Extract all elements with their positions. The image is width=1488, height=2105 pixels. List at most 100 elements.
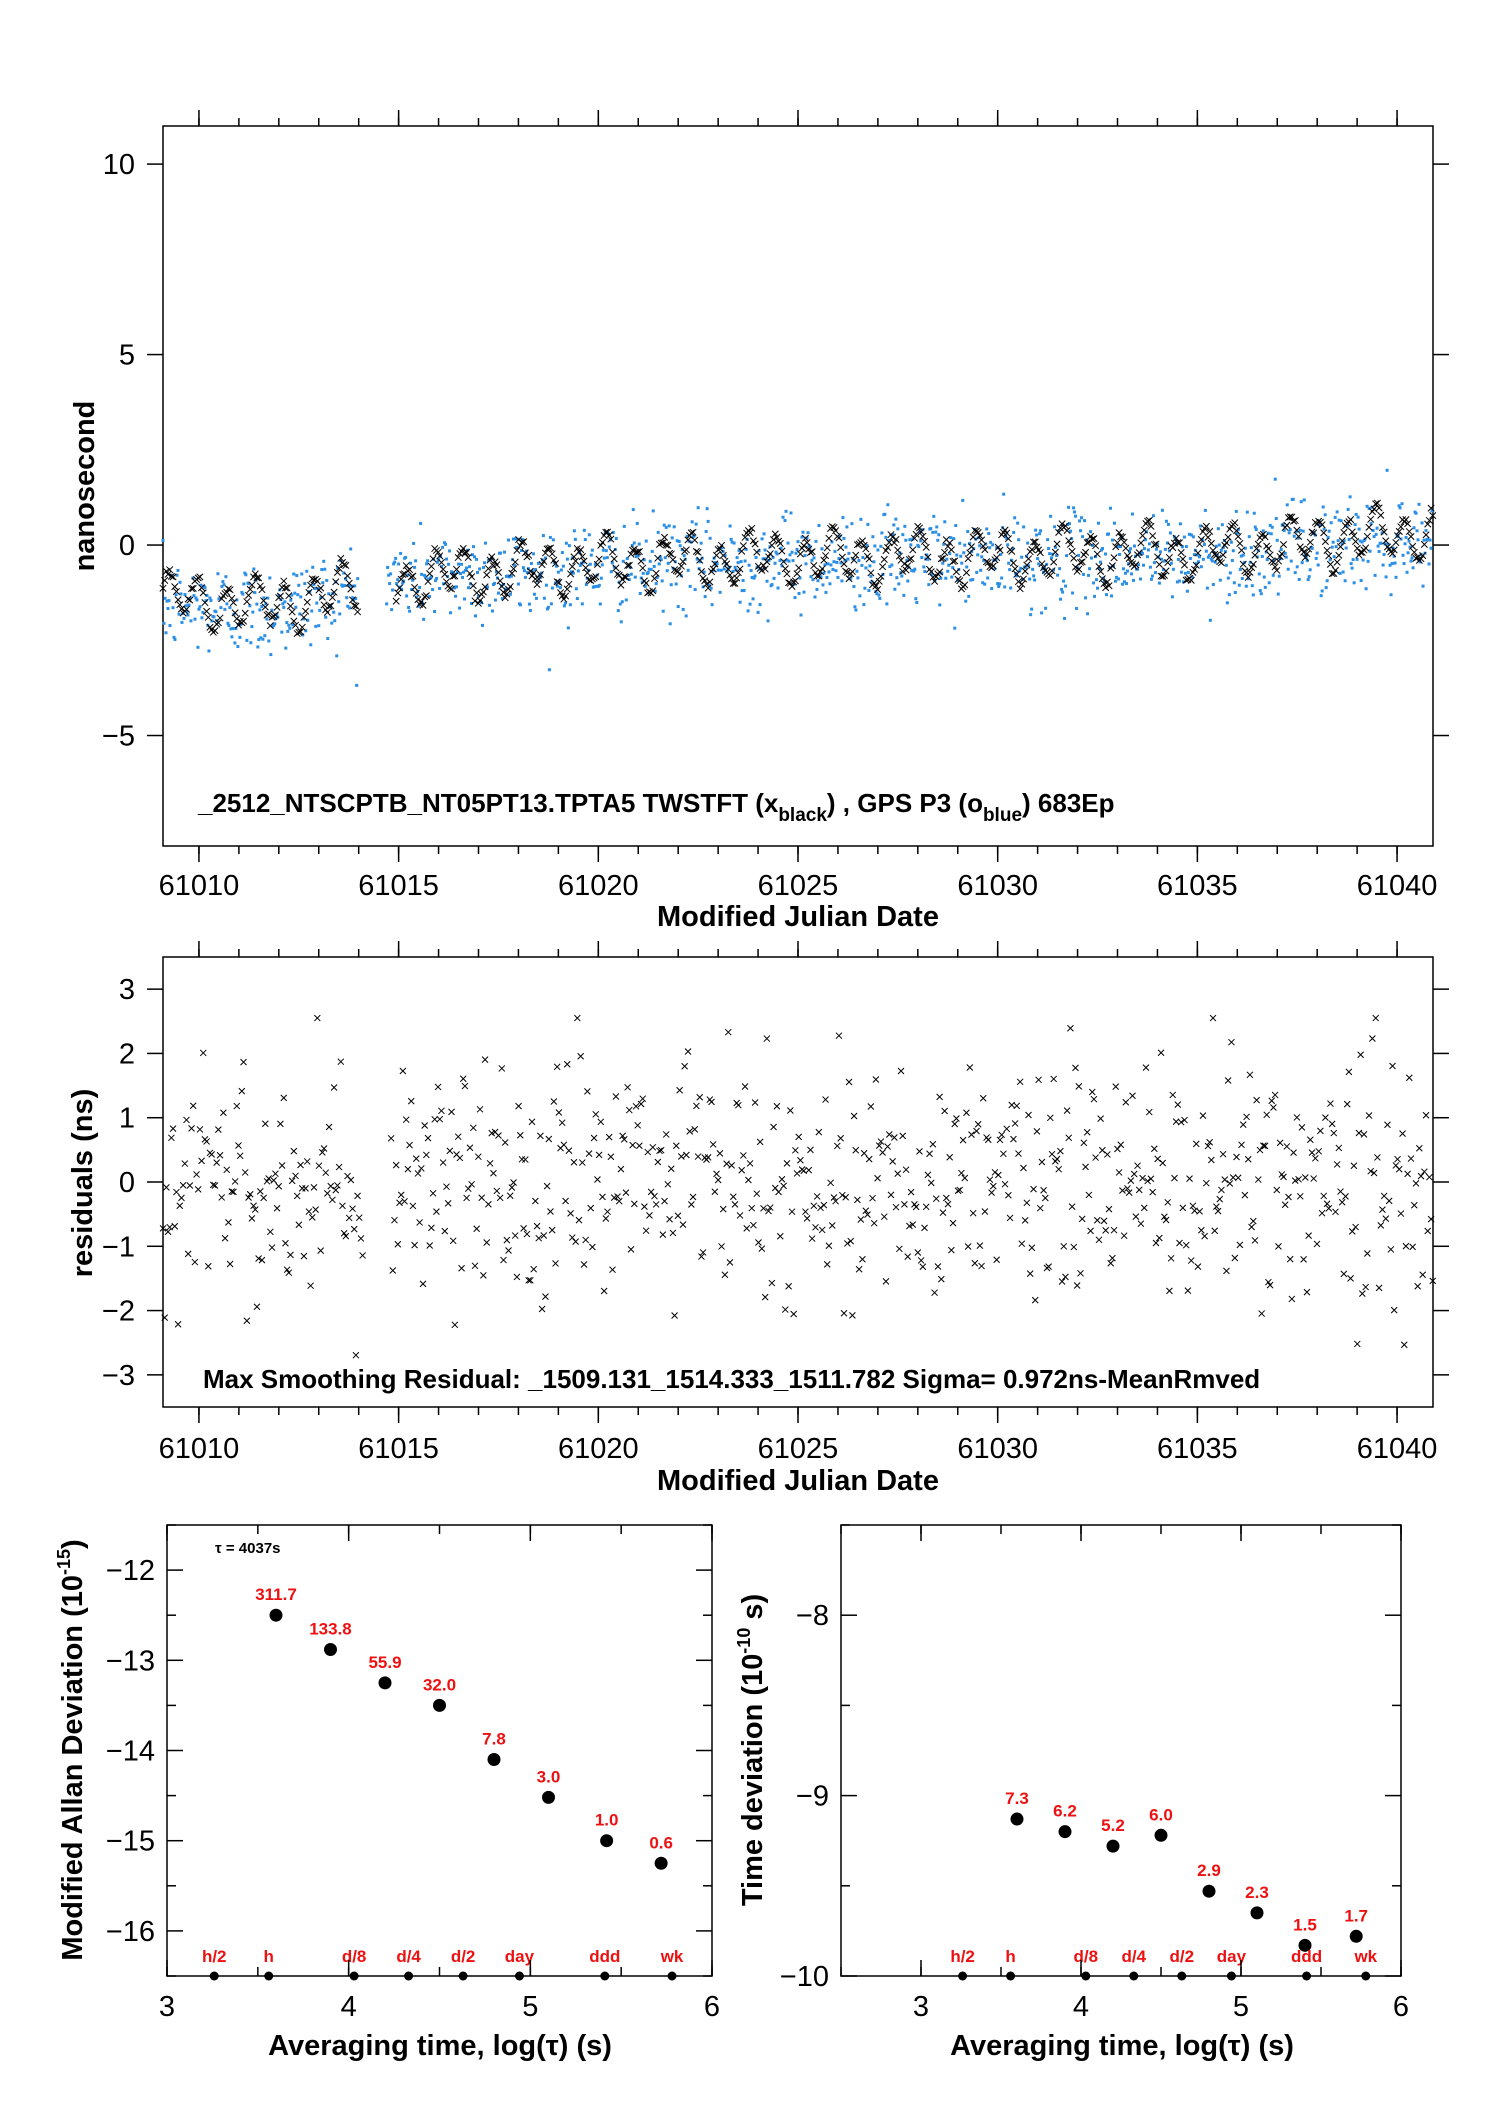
gps-point — [543, 556, 547, 560]
gps-point — [855, 569, 859, 573]
gps-point — [835, 560, 839, 564]
x-marker — [1232, 527, 1241, 535]
gps-point — [891, 532, 895, 536]
x-marker — [1231, 519, 1239, 527]
gps-point — [487, 603, 491, 607]
x-marker — [525, 1276, 533, 1284]
data-point — [1298, 1938, 1312, 1952]
gps-point — [270, 608, 274, 612]
gps-point — [720, 546, 724, 550]
x-marker — [895, 552, 903, 560]
gps-point — [868, 564, 872, 568]
x-marker — [758, 1245, 766, 1252]
x-marker — [1234, 533, 1242, 541]
x-marker — [411, 583, 419, 591]
gps-point — [238, 635, 242, 639]
gps-point — [1421, 584, 1425, 588]
gps-point — [1282, 528, 1286, 532]
x-marker — [1110, 1226, 1118, 1234]
gps-point — [1258, 589, 1262, 593]
x-marker — [1077, 1269, 1084, 1277]
x-marker — [325, 1123, 333, 1131]
x-marker — [904, 1253, 912, 1260]
gps-point — [469, 582, 473, 586]
x-marker — [830, 1194, 838, 1201]
x-marker — [1088, 1088, 1096, 1096]
gps-point — [1227, 593, 1231, 597]
gps-point — [1316, 563, 1320, 567]
gps-point — [1075, 606, 1079, 610]
gps-point — [799, 613, 803, 617]
gps-point — [1166, 522, 1170, 526]
x-marker — [1350, 532, 1358, 540]
gps-point — [920, 556, 924, 560]
x-marker — [189, 1102, 197, 1110]
x-marker — [1382, 537, 1390, 545]
gps-point — [747, 563, 751, 567]
x-marker — [961, 1174, 969, 1182]
gps-point — [949, 536, 953, 540]
x-marker — [230, 1188, 237, 1196]
x-marker — [740, 1152, 747, 1159]
x-marker — [199, 1049, 207, 1057]
x-marker — [604, 1208, 611, 1216]
gps-point — [320, 568, 324, 572]
x-marker — [1377, 1222, 1385, 1229]
x-marker — [625, 561, 633, 569]
x-marker — [1050, 1075, 1058, 1083]
x-marker — [714, 1176, 722, 1184]
x-marker — [632, 1102, 640, 1110]
x-marker — [225, 1219, 232, 1226]
data-series — [159, 1014, 1437, 1359]
x-marker — [795, 564, 803, 572]
gps-point — [194, 596, 198, 600]
gps-point — [1163, 547, 1167, 551]
x-marker — [1053, 540, 1061, 548]
gps-point — [428, 595, 432, 599]
x-marker — [1387, 1246, 1395, 1253]
gps-point — [938, 603, 942, 607]
x-marker — [827, 1179, 834, 1187]
x-marker — [335, 1163, 343, 1171]
gps-point — [1230, 559, 1234, 563]
gps-point — [667, 524, 671, 528]
gps-point — [641, 571, 645, 575]
x-marker — [906, 1222, 913, 1230]
x-marker — [521, 549, 529, 557]
gps-point — [1129, 572, 1133, 576]
tau-marker-label: ddd — [1291, 1947, 1322, 1966]
y-tick-label: −13 — [106, 1645, 155, 1677]
gps-point — [415, 595, 419, 599]
x-marker — [1033, 1128, 1041, 1135]
gps-point — [475, 557, 479, 561]
gps-point — [791, 559, 795, 563]
gps-point — [775, 552, 779, 556]
x-marker — [1145, 1108, 1153, 1116]
gps-point — [674, 582, 678, 586]
x-marker — [807, 1146, 814, 1154]
x-marker — [223, 1166, 231, 1174]
x-marker — [548, 1226, 556, 1234]
gps-point — [500, 597, 504, 601]
x-marker — [1318, 1209, 1326, 1217]
x-marker — [914, 1249, 922, 1256]
x-marker — [1395, 1165, 1403, 1173]
x-marker — [1362, 544, 1370, 552]
gps-point — [616, 609, 620, 613]
x-marker — [474, 1153, 482, 1161]
x-marker — [484, 565, 492, 573]
gps-point — [1188, 556, 1192, 560]
x-marker — [1348, 1228, 1356, 1235]
axis-ticks: 3 4 5 6−12−13−14−15−16 — [106, 1524, 720, 2023]
gps-point — [836, 575, 840, 579]
gps-point — [861, 556, 865, 560]
gps-point — [1273, 477, 1277, 481]
x-marker — [1340, 1270, 1348, 1278]
x-marker — [686, 1127, 694, 1135]
x-marker — [1063, 527, 1071, 535]
x-marker — [1333, 558, 1341, 566]
gps-point — [444, 542, 448, 546]
gps-point — [236, 645, 240, 649]
x-marker — [345, 1214, 353, 1222]
gps-point — [203, 586, 207, 590]
